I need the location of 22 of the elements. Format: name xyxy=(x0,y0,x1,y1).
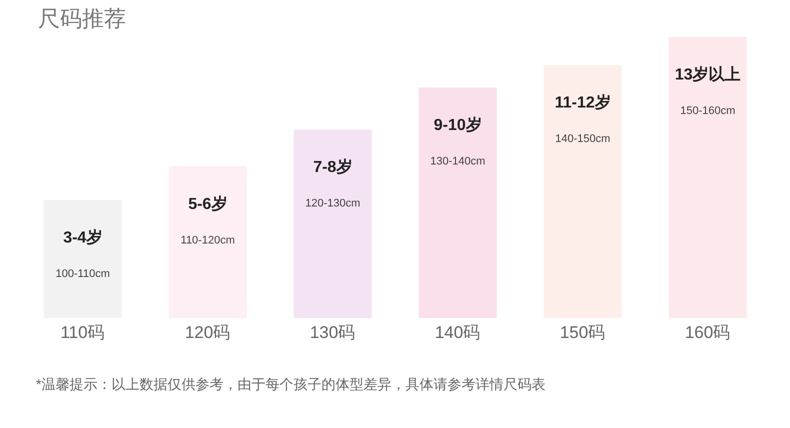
annotation: 120-130cm xyxy=(305,198,360,210)
annotation: 9-10岁 xyxy=(434,116,482,134)
annotation: 3-4岁 xyxy=(63,228,102,246)
bar xyxy=(418,88,497,318)
x-tick-label: 150码 xyxy=(560,323,606,342)
annotation: 110-120cm xyxy=(180,234,235,246)
x-tick-label: 140码 xyxy=(434,323,480,342)
x-tick-label: 110码 xyxy=(60,323,105,342)
x-tick-label: 160码 xyxy=(684,323,730,342)
annotation: 130-140cm xyxy=(430,156,486,168)
annotation: 140-150cm xyxy=(555,133,610,146)
annotation: 5-6岁 xyxy=(188,194,228,213)
chart-title: 尺码推荐 xyxy=(38,5,126,33)
x-tick-label: 130码 xyxy=(310,323,356,342)
text: *温馨提示：以上数据仅供参考，由于每个孩子的体型差异，具体请参考详情尺码表 xyxy=(36,376,546,394)
x-tick-label: 120码 xyxy=(184,323,230,342)
bar xyxy=(294,130,372,318)
annotation: 13岁以上 xyxy=(674,66,741,84)
annotation: 150-160cm xyxy=(680,105,736,117)
annotation: 7-8岁 xyxy=(313,158,352,176)
annotation: 100-110cm xyxy=(56,268,110,280)
annotation: 11-12岁 xyxy=(554,94,611,112)
